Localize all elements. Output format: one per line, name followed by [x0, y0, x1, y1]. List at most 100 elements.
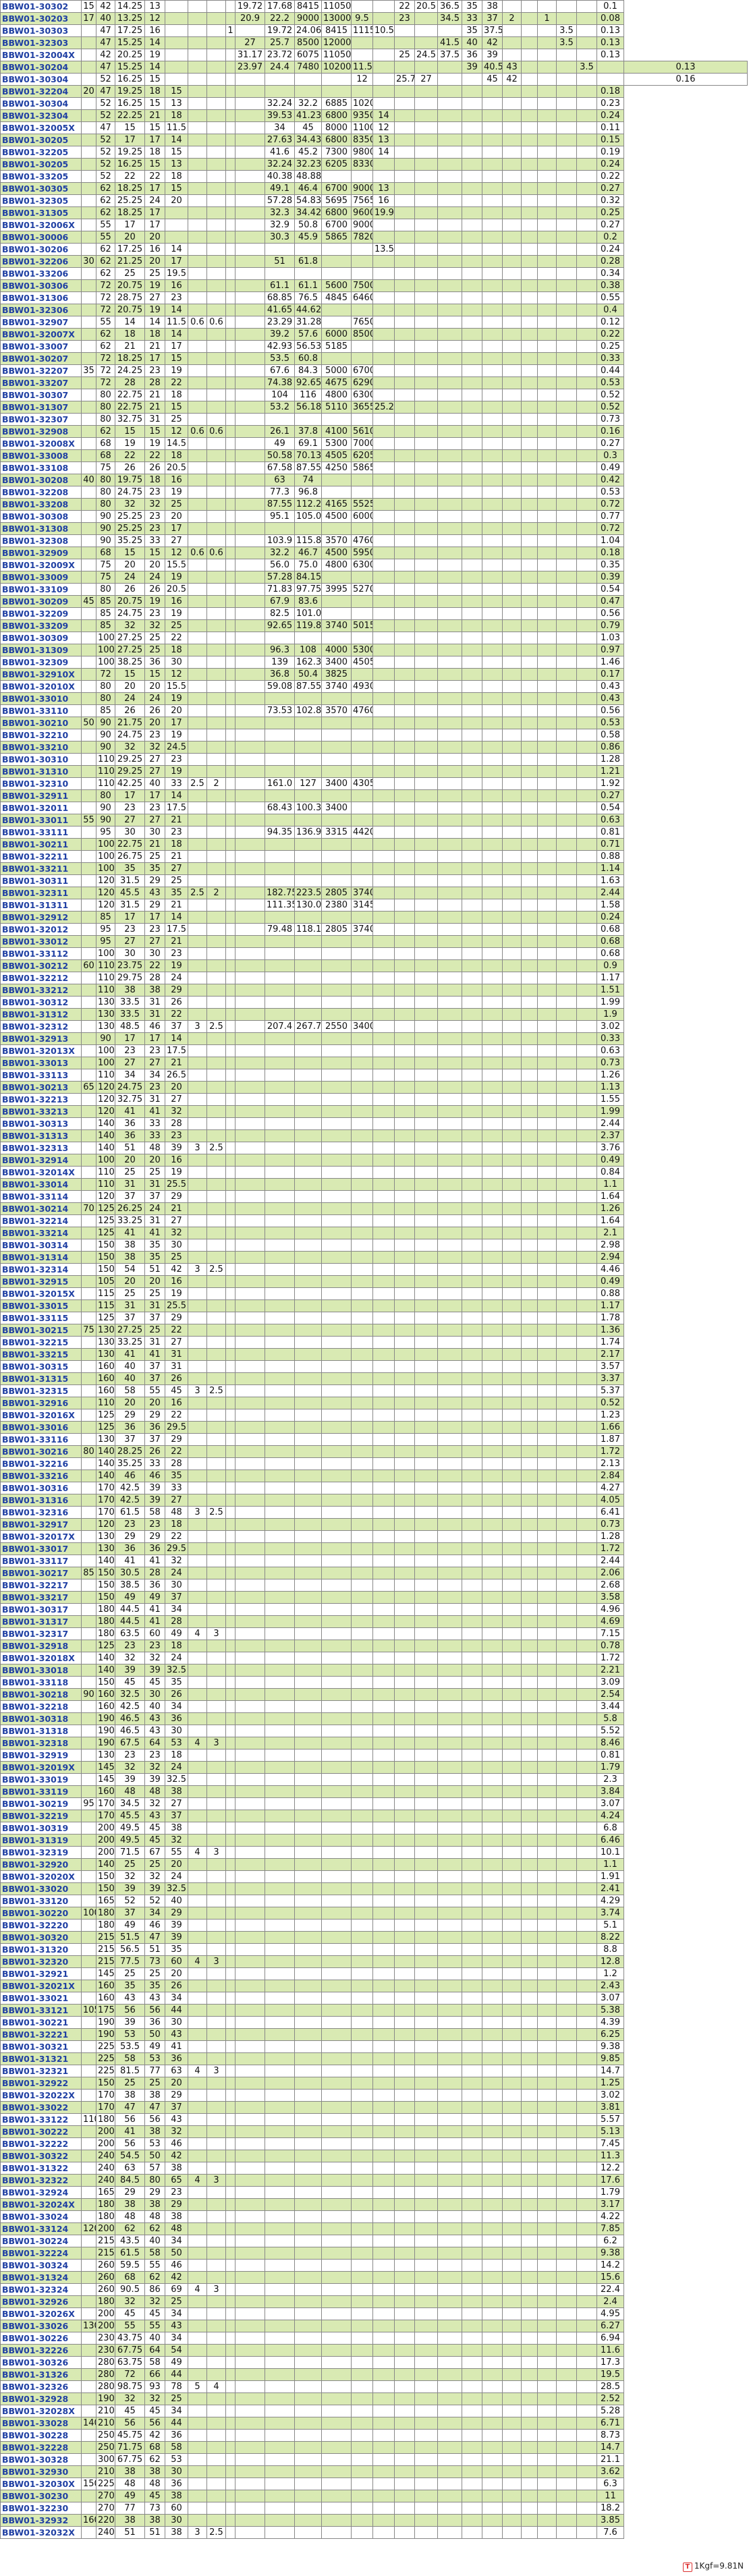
table-cell: [235, 194, 265, 207]
table-cell: 130: [96, 1749, 115, 1762]
table-cell: 110: [96, 972, 115, 984]
table-cell: [235, 923, 265, 936]
table-cell: [265, 1943, 295, 1956]
table-cell: [225, 2028, 235, 2041]
table-cell: [576, 680, 597, 693]
table-cell: 6800: [321, 134, 352, 146]
table-cell: [81, 729, 96, 741]
table-cell: [521, 1494, 538, 1507]
table-cell: 28: [165, 1117, 188, 1130]
table-cell: [462, 85, 482, 98]
table-cell: [521, 632, 538, 644]
table-cell: [502, 2065, 522, 2077]
table-row: BBW01-303045216.25151332.2432.2688510200…: [0, 97, 748, 110]
part-number-cell: BBW01-33112: [0, 947, 82, 960]
table-cell: [537, 959, 557, 972]
table-cell: [294, 1178, 322, 1191]
table-cell: [294, 1992, 322, 2005]
table-cell: 22.75: [115, 401, 145, 414]
table-cell: 30: [144, 826, 165, 839]
table-cell: 46.5: [115, 1725, 145, 1737]
table-cell: [537, 583, 557, 596]
table-cell: [372, 2198, 395, 2211]
table-cell: 8350: [351, 134, 373, 146]
table-cell: [414, 2113, 438, 2126]
table-cell: [482, 559, 503, 571]
table-cell: [188, 206, 207, 219]
table-cell: 4.69: [597, 1615, 624, 1628]
table-cell: [556, 1627, 577, 1640]
table-cell: 6.46: [597, 1834, 624, 1847]
table-cell: [462, 838, 482, 851]
table-cell: [414, 1652, 438, 1664]
table-cell: [394, 559, 415, 571]
table-cell: [537, 1773, 557, 1786]
table-cell: [372, 887, 395, 899]
table-cell: [188, 729, 207, 741]
part-number-cell: BBW01-32204: [0, 85, 82, 98]
part-number-cell: BBW01-33115: [0, 1312, 82, 1324]
table-cell: [537, 923, 557, 936]
table-cell: [537, 607, 557, 620]
table-row: BBW01-31315 160 40 37 26 3.37: [0, 1372, 748, 1385]
table-cell: 180: [96, 2113, 115, 2126]
table-cell: [235, 401, 265, 414]
table-cell: [521, 1433, 538, 1446]
table-cell: 46.5: [115, 1712, 145, 1725]
table-cell: [81, 656, 96, 669]
table-cell: [372, 2101, 395, 2114]
table-cell: [556, 789, 577, 802]
table-cell: [235, 2125, 265, 2138]
table-cell: [225, 1943, 235, 1956]
table-cell: [206, 1664, 226, 1677]
table-cell: [188, 474, 207, 486]
table-cell: [576, 437, 597, 450]
table-cell: [437, 1664, 462, 1677]
table-cell: [576, 2150, 597, 2162]
table-cell: [556, 389, 577, 401]
table-cell: 27: [115, 814, 145, 827]
table-cell: [394, 267, 415, 280]
table-row: BBW01-33213 120 41 41 32 1.99: [0, 1105, 748, 1118]
table-cell: 85: [81, 1567, 96, 1579]
table-cell: [188, 279, 207, 292]
table-cell: [394, 1336, 415, 1349]
table-cell: [351, 49, 373, 61]
table-cell: 20: [115, 1154, 145, 1167]
table-cell: [414, 425, 438, 438]
table-cell: [576, 1057, 597, 1069]
table-cell: [462, 899, 482, 912]
table-cell: 19: [165, 607, 188, 620]
table-cell: 32: [115, 498, 145, 511]
table-row: BBW01-32004X 42 20.25 19 31.17 23.72 6075 11050…: [0, 49, 748, 61]
table-cell: [394, 2174, 415, 2187]
table-cell: [394, 2222, 415, 2235]
part-number-cell: BBW01-30221: [0, 2016, 82, 2029]
table-cell: [482, 146, 503, 159]
part-number-cell: BBW01-32216: [0, 1457, 82, 1470]
table-cell: [188, 486, 207, 499]
table-cell: 27.25: [115, 1324, 145, 1337]
table-cell: 14: [144, 36, 165, 49]
table-cell: 2: [206, 887, 226, 899]
table-cell: [502, 1409, 522, 1422]
table-cell: [265, 1627, 295, 1640]
table-cell: 48: [165, 1506, 188, 1519]
table-cell: [521, 498, 538, 511]
table-cell: 4: [188, 2065, 207, 2077]
table-cell: [351, 1676, 373, 1689]
table-cell: 26.1: [265, 425, 295, 438]
table-cell: [394, 874, 415, 887]
table-cell: 22.75: [115, 389, 145, 401]
table-cell: [462, 1882, 482, 1895]
table-cell: [225, 1725, 235, 1737]
table-cell: [394, 97, 415, 110]
table-cell: [414, 862, 438, 875]
table-row: BBW01-32214 125 33.25 31 27 1.64: [0, 1214, 748, 1227]
table-cell: [521, 1397, 538, 1409]
table-cell: [482, 1020, 503, 1033]
table-cell: 160: [96, 1980, 115, 1992]
table-cell: [556, 352, 577, 365]
table-cell: 31.17: [235, 49, 265, 61]
